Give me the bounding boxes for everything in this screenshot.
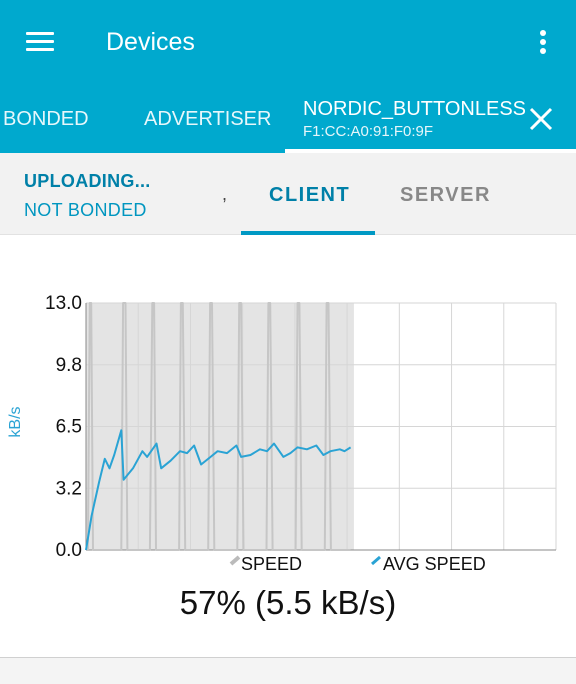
device-tab-indicator bbox=[285, 149, 576, 153]
y-tick-label: 3.2 bbox=[56, 478, 82, 499]
y-tick-label: 9.8 bbox=[56, 355, 82, 376]
device-name: NORDIC_BUTTONLESS bbox=[303, 98, 527, 120]
more-vert-icon[interactable] bbox=[528, 26, 558, 58]
hamburger-icon[interactable] bbox=[22, 26, 60, 58]
progress-text: 57% (5.5 kB/s) bbox=[179, 584, 397, 621]
y-tick-label: 6.5 bbox=[56, 417, 82, 438]
upload-status: UPLOADING... bbox=[24, 171, 151, 191]
avg-speed-series bbox=[85, 429, 352, 551]
tab-client[interactable]: CLIENT bbox=[269, 184, 351, 206]
tab-connected-device[interactable]: NORDIC_BUTTONLESS F1:CC:A0:91:F0:9F bbox=[303, 98, 526, 140]
legend-speed-swatch bbox=[229, 555, 241, 566]
page-title: Devices bbox=[106, 28, 195, 56]
y-ticks: 0.0 3.2 6.5 9.8 13.0 bbox=[45, 293, 82, 561]
legend-avg-speed-label: AVG SPEED bbox=[383, 554, 486, 574]
y-tick-label: 13.0 bbox=[45, 293, 82, 314]
bottom-divider bbox=[0, 657, 576, 658]
speed-chart: 0.0 3.2 6.5 9.8 13.0 kB/s SPEED AVG SPEED bbox=[7, 293, 557, 574]
connection-bar: UPLOADING... NOT BONDED , CLIENT SERVER bbox=[0, 153, 576, 235]
y-tick-label: 0.0 bbox=[56, 540, 82, 561]
avg-speed-line bbox=[85, 429, 352, 551]
client-tab-indicator bbox=[241, 231, 375, 235]
tab-advertiser[interactable]: ADVERTISER bbox=[144, 108, 272, 130]
y-axis-label: kB/s bbox=[7, 406, 24, 437]
close-icon[interactable] bbox=[526, 104, 556, 134]
tab-server[interactable]: SERVER bbox=[400, 184, 491, 206]
bond-status: NOT BONDED bbox=[24, 200, 147, 220]
tab-cut-off[interactable]: , bbox=[222, 184, 228, 204]
speed-series bbox=[86, 302, 351, 551]
speed-line bbox=[86, 302, 351, 551]
tab-bonded[interactable]: BONDED bbox=[3, 108, 89, 130]
bottom-bar bbox=[0, 658, 576, 684]
app-bar: Devices BONDED ADVERTISER NORDIC_BUTTONL… bbox=[0, 0, 576, 153]
legend-speed-label: SPEED bbox=[241, 554, 302, 574]
legend-avg-speed-swatch bbox=[371, 555, 381, 566]
legend: SPEED AVG SPEED bbox=[229, 554, 486, 574]
device-address: F1:CC:A0:91:F0:9F bbox=[303, 123, 434, 140]
